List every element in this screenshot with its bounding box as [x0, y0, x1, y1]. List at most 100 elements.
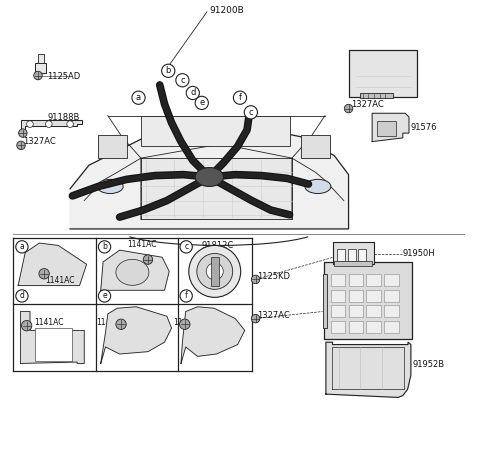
- Polygon shape: [21, 312, 84, 363]
- Circle shape: [176, 74, 189, 87]
- Circle shape: [180, 290, 192, 302]
- Circle shape: [39, 269, 49, 279]
- Bar: [348, 321, 363, 333]
- Circle shape: [116, 319, 126, 329]
- Text: e: e: [102, 291, 107, 301]
- FancyBboxPatch shape: [348, 50, 417, 97]
- Circle shape: [16, 290, 28, 302]
- Text: 1141AC: 1141AC: [34, 318, 63, 327]
- Bar: [384, 305, 398, 317]
- Text: c: c: [180, 76, 185, 85]
- Circle shape: [16, 241, 28, 253]
- Circle shape: [67, 121, 73, 127]
- Bar: [331, 321, 345, 333]
- Bar: [35, 328, 72, 361]
- Circle shape: [27, 121, 33, 127]
- Bar: [337, 249, 345, 261]
- Text: a: a: [136, 93, 141, 102]
- Circle shape: [180, 241, 192, 253]
- Text: 1327AC: 1327AC: [351, 100, 384, 110]
- Circle shape: [206, 263, 223, 280]
- Bar: [360, 93, 394, 98]
- Text: e: e: [199, 98, 204, 108]
- Polygon shape: [21, 120, 82, 132]
- Bar: [358, 249, 366, 261]
- Text: 1327AC: 1327AC: [257, 311, 290, 320]
- Ellipse shape: [97, 179, 123, 194]
- Text: b: b: [166, 66, 171, 76]
- Polygon shape: [372, 113, 409, 142]
- Text: 91950H: 91950H: [403, 249, 435, 259]
- Bar: [323, 274, 327, 328]
- Text: d: d: [20, 291, 24, 301]
- Text: 1125KD: 1125KD: [257, 271, 290, 281]
- Circle shape: [22, 320, 32, 331]
- Text: 1125AD: 1125AD: [48, 72, 81, 81]
- Circle shape: [98, 290, 111, 302]
- Circle shape: [180, 319, 190, 329]
- Circle shape: [162, 64, 175, 77]
- Bar: [331, 274, 345, 286]
- Circle shape: [186, 86, 199, 100]
- Circle shape: [344, 104, 353, 113]
- Text: 1141AC: 1141AC: [173, 318, 203, 327]
- Bar: [331, 305, 345, 317]
- Text: 1141AC: 1141AC: [96, 318, 126, 327]
- Circle shape: [197, 253, 233, 289]
- Bar: [38, 54, 44, 63]
- Bar: [367, 321, 381, 333]
- Bar: [367, 305, 381, 317]
- Bar: [384, 321, 398, 333]
- Bar: [141, 116, 289, 146]
- Ellipse shape: [195, 168, 224, 186]
- Text: 91576: 91576: [411, 123, 437, 132]
- Bar: [384, 274, 398, 286]
- Polygon shape: [101, 250, 169, 290]
- Polygon shape: [70, 120, 348, 229]
- Circle shape: [143, 255, 153, 264]
- Text: 1141AC: 1141AC: [46, 276, 75, 285]
- Polygon shape: [181, 307, 245, 363]
- Bar: [335, 261, 372, 266]
- Text: f: f: [239, 93, 241, 102]
- Ellipse shape: [116, 260, 149, 285]
- Text: c: c: [249, 108, 253, 117]
- Bar: [348, 305, 363, 317]
- Text: d: d: [190, 88, 195, 98]
- Text: b: b: [102, 242, 107, 252]
- Circle shape: [132, 91, 145, 104]
- Circle shape: [233, 91, 247, 104]
- Polygon shape: [141, 158, 292, 219]
- Text: a: a: [20, 242, 24, 252]
- Polygon shape: [326, 342, 411, 397]
- Bar: [331, 290, 345, 302]
- Bar: [367, 274, 381, 286]
- Bar: [301, 135, 330, 158]
- Circle shape: [244, 106, 257, 119]
- Bar: [35, 63, 47, 73]
- Circle shape: [34, 71, 42, 80]
- FancyBboxPatch shape: [324, 262, 412, 339]
- Text: 91188B: 91188B: [48, 112, 80, 122]
- Text: 1141AC: 1141AC: [128, 240, 157, 249]
- Text: 1327AC: 1327AC: [23, 137, 56, 146]
- Bar: [98, 135, 127, 158]
- Text: 91952B: 91952B: [412, 360, 444, 369]
- Text: 91200B: 91200B: [209, 6, 244, 15]
- Circle shape: [195, 96, 208, 110]
- Text: f: f: [185, 291, 188, 301]
- Circle shape: [189, 245, 240, 297]
- Bar: [334, 242, 373, 264]
- Polygon shape: [18, 243, 86, 286]
- Text: 91812C: 91812C: [201, 241, 234, 250]
- Bar: [367, 290, 381, 302]
- Circle shape: [46, 121, 52, 127]
- Circle shape: [17, 141, 25, 150]
- Ellipse shape: [305, 179, 331, 194]
- Bar: [384, 290, 398, 302]
- Bar: [377, 121, 396, 136]
- Polygon shape: [101, 307, 171, 363]
- Circle shape: [19, 129, 27, 137]
- Circle shape: [98, 241, 111, 253]
- Bar: [211, 257, 218, 286]
